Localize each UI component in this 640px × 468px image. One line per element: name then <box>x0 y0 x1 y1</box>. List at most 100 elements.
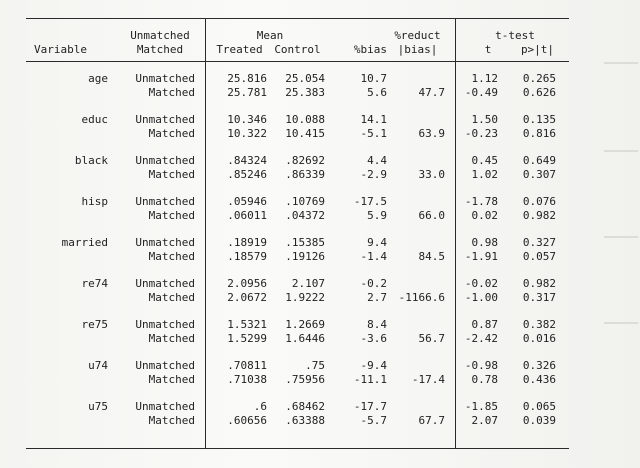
matched-t-cell: -1.91 <box>464 250 498 263</box>
unmatched-treated-cell: 2.0956 <box>227 277 267 290</box>
matched-t-cell: 0.02 <box>471 209 499 222</box>
header-p: p>|t| <box>520 43 555 56</box>
matched-t-cell: -0.23 <box>464 127 498 140</box>
unmatched-p-cell: 0.982 <box>522 277 556 290</box>
matched-treated-cell: .71038 <box>227 373 267 386</box>
matched-reduct-cell: 47.7 <box>418 86 446 99</box>
matched-control-cell: .75956 <box>285 373 325 386</box>
matched-label: Matched <box>148 250 195 263</box>
matched-p-cell: 0.816 <box>522 127 556 140</box>
table-bottom-rule <box>26 448 569 449</box>
matched-p-cell: 0.626 <box>522 86 556 99</box>
unmatched-treated-cell: .18919 <box>227 236 267 249</box>
header-ttest: t-test <box>495 29 535 42</box>
header-reduct: %reduct <box>394 29 441 42</box>
unmatched-t-cell: -0.98 <box>464 359 498 372</box>
unmatched-treated-cell: .84324 <box>227 154 267 167</box>
bleed-through-mark <box>604 322 638 324</box>
bleed-through-mark <box>604 62 638 64</box>
unmatched-control-cell: .82692 <box>285 154 325 167</box>
matched-label: Matched <box>148 332 195 345</box>
matched-reduct-cell: 56.7 <box>418 332 446 345</box>
unmatched-t-cell: -1.85 <box>464 400 498 413</box>
unmatched-t-cell: 1.12 <box>471 72 499 85</box>
matched-label: Matched <box>148 168 195 181</box>
unmatched-p-cell: 0.065 <box>522 400 556 413</box>
header-control: Control <box>274 43 321 56</box>
unmatched-t-cell: 0.98 <box>471 236 499 249</box>
matched-control-cell: .19126 <box>285 250 325 263</box>
matched-t-cell: 0.78 <box>471 373 499 386</box>
matched-control-cell: 25.383 <box>285 86 325 99</box>
matched-label: Matched <box>148 209 195 222</box>
header-absbias: |bias| <box>397 43 438 56</box>
matched-bias-cell: 5.9 <box>367 209 387 222</box>
matched-bias-cell: -5.1 <box>360 127 388 140</box>
unmatched-bias-cell: 9.4 <box>367 236 387 249</box>
unmatched-treated-cell: 10.346 <box>227 113 267 126</box>
matched-bias-cell: -11.1 <box>353 373 387 386</box>
bleed-through-mark <box>604 150 638 152</box>
matched-p-cell: 0.016 <box>522 332 556 345</box>
matched-label: Matched <box>148 127 195 140</box>
matched-t-cell: -0.49 <box>464 86 498 99</box>
matched-p-cell: 0.317 <box>522 291 556 304</box>
unmatched-label: Unmatched <box>135 72 195 85</box>
unmatched-p-cell: 0.326 <box>522 359 556 372</box>
unmatched-t-cell: -1.78 <box>464 195 498 208</box>
matched-p-cell: 0.982 <box>522 209 556 222</box>
matched-treated-cell: 25.781 <box>227 86 267 99</box>
matched-label: Matched <box>148 414 195 427</box>
unmatched-p-cell: 0.327 <box>522 236 556 249</box>
matched-treated-cell: .60656 <box>227 414 267 427</box>
bleed-through-mark <box>604 236 638 238</box>
matched-label: Matched <box>148 373 195 386</box>
matched-t-cell: -1.00 <box>464 291 498 304</box>
unmatched-p-cell: 0.649 <box>522 154 556 167</box>
table-header-rule <box>26 61 569 62</box>
table-top-rule <box>26 18 569 19</box>
row-variable-name: married <box>61 236 108 249</box>
unmatched-control-cell: .75 <box>305 359 325 372</box>
matched-p-cell: 0.307 <box>522 168 556 181</box>
matched-reduct-cell: 66.0 <box>418 209 446 222</box>
row-variable-name: hisp <box>81 195 109 208</box>
matched-reduct-cell: -1166.6 <box>398 291 445 304</box>
matched-t-cell: 1.02 <box>471 168 499 181</box>
row-variable-name: re74 <box>81 277 109 290</box>
unmatched-bias-cell: 8.4 <box>367 318 387 331</box>
unmatched-p-cell: 0.265 <box>522 72 556 85</box>
unmatched-control-cell: .15385 <box>285 236 325 249</box>
header-bias: %bias <box>353 43 387 56</box>
unmatched-treated-cell: .70811 <box>227 359 267 372</box>
unmatched-control-cell: 10.088 <box>285 113 325 126</box>
matched-reduct-cell: -17.4 <box>411 373 445 386</box>
unmatched-label: Unmatched <box>135 113 195 126</box>
unmatched-label: Unmatched <box>135 154 195 167</box>
header-matched: Matched <box>136 43 184 56</box>
header-mean: Mean <box>256 29 284 42</box>
unmatched-bias-cell: 4.4 <box>367 154 387 167</box>
unmatched-control-cell: 1.2669 <box>285 318 325 331</box>
header-treated: Treated <box>216 43 263 56</box>
matched-treated-cell: .85246 <box>227 168 267 181</box>
matched-treated-cell: 1.5299 <box>227 332 267 345</box>
row-variable-name: black <box>74 154 108 167</box>
header-t: t <box>484 43 492 56</box>
matched-t-cell: 2.07 <box>471 414 499 427</box>
header-unmatched: Unmatched <box>130 29 190 42</box>
matched-treated-cell: 10.322 <box>227 127 267 140</box>
matched-treated-cell: 2.0672 <box>227 291 267 304</box>
matched-treated-cell: .06011 <box>227 209 267 222</box>
matched-control-cell: 10.415 <box>285 127 325 140</box>
matched-control-cell: .63388 <box>285 414 325 427</box>
unmatched-label: Unmatched <box>135 359 195 372</box>
column-divider-left <box>205 18 206 448</box>
matched-control-cell: 1.9222 <box>285 291 325 304</box>
unmatched-label: Unmatched <box>135 318 195 331</box>
matched-p-cell: 0.039 <box>522 414 556 427</box>
unmatched-label: Unmatched <box>135 236 195 249</box>
unmatched-bias-cell: 10.7 <box>360 72 388 85</box>
unmatched-bias-cell: -9.4 <box>360 359 388 372</box>
unmatched-control-cell: 25.054 <box>285 72 325 85</box>
